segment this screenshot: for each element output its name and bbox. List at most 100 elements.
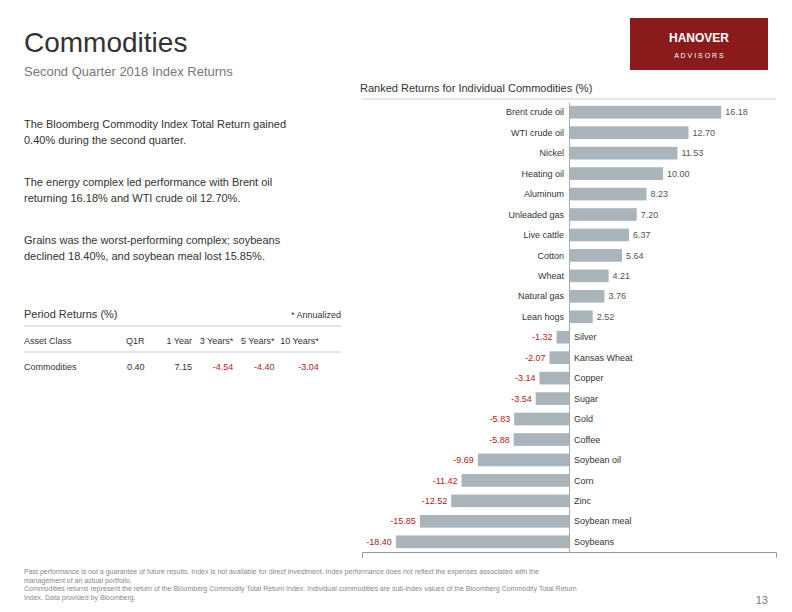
text-line: The energy complex led performance with …: [24, 176, 272, 188]
category-labels: Brent crude oil WTI crude oil Nickel Heatin…: [506, 107, 633, 547]
bar: [569, 208, 637, 221]
data-label: 12.70: [692, 128, 715, 138]
category-label: Wheat: [538, 271, 565, 281]
page-title: Commodities: [24, 27, 187, 58]
bar: [569, 188, 646, 201]
data-labels: 16.1812.7011.5310.008.237.206.375.644.21…: [366, 107, 747, 547]
category-label: Aluminum: [524, 189, 564, 199]
category-label: Heating oil: [521, 169, 564, 179]
bar: [550, 351, 569, 364]
text-line: Past performance is not a guarantee of f…: [24, 568, 539, 576]
category-label: WTI crude oil: [511, 128, 564, 138]
category-label: Soybean oil: [574, 455, 621, 465]
table-cell: -3.04: [298, 362, 319, 372]
text-line: Grains was the worst-performing complex;…: [24, 234, 281, 246]
bar: [569, 290, 604, 303]
bar: [569, 126, 688, 139]
table-cell: 7.15: [174, 362, 192, 372]
logo-text: A D V I S O R S: [674, 52, 724, 59]
category-label: Copper: [574, 373, 604, 383]
data-label: -3.14: [515, 373, 536, 383]
data-label: 11.53: [681, 148, 703, 158]
data-label: -5.88: [489, 435, 510, 445]
data-label: 8.23: [650, 189, 668, 199]
bar: [569, 270, 609, 283]
chart-title-rule: [362, 99, 776, 100]
data-label: 2.52: [597, 312, 615, 322]
bar: [514, 433, 569, 446]
table-cell: Commodities: [24, 362, 77, 372]
paragraph: The Bloomberg Commodity Index Total Retu…: [24, 118, 286, 146]
bar: [557, 331, 569, 344]
text-line: returning 16.18% and WTI crude oil 12.70…: [24, 192, 240, 204]
data-label: -5.83: [490, 414, 511, 424]
category-label: Soybeans: [574, 537, 615, 547]
category-label: Kansas Wheat: [574, 353, 633, 363]
table-header: 5 Years*: [241, 336, 275, 346]
data-label: -12.52: [422, 496, 448, 506]
category-label: Unleaded gas: [508, 210, 564, 220]
bar: [514, 413, 569, 426]
zero-axis-line: [569, 103, 570, 553]
bar: [539, 372, 569, 385]
text-line: Index. Data provided by Bloomberg.: [24, 594, 136, 602]
bar: [569, 229, 629, 242]
table-rule: [24, 326, 341, 327]
bar: [420, 515, 569, 528]
text-line: Commodities returns represent the return…: [24, 585, 577, 593]
page: CommoditiesSecond Quarter 2018 Index Ret…: [0, 0, 792, 612]
table-header: 1 Year: [166, 336, 192, 346]
data-label: -11.42: [433, 476, 458, 486]
data-label: -9.69: [453, 455, 474, 465]
category-label: Natural gas: [518, 291, 565, 301]
chart: Ranked Returns for Individual Commoditie…: [360, 82, 777, 558]
logo: HANOVERA D V I S O R S: [630, 18, 768, 70]
table-cell: 0.40: [127, 362, 145, 372]
category-label: Lean hogs: [522, 312, 565, 322]
table-rule: [24, 352, 341, 353]
category-label: Brent crude oil: [506, 107, 564, 117]
table-header: 10 Years*: [280, 336, 319, 346]
data-label: 5.64: [626, 251, 644, 261]
chart-title: Ranked Returns for Individual Commoditie…: [360, 82, 592, 94]
category-label: Silver: [574, 332, 597, 342]
data-label: 6.37: [633, 230, 651, 240]
category-label: Corn: [574, 476, 594, 486]
data-label: -2.07: [525, 353, 546, 363]
table-header: Asset Class: [24, 336, 72, 346]
category-label: Nickel: [539, 148, 564, 158]
zero-line: [569, 103, 570, 553]
table-header: 3 Years*: [200, 336, 234, 346]
table-note: * Annualized: [291, 310, 341, 320]
text-line: management of an actual portfolio.: [24, 577, 132, 585]
text-line: 0.40% during the second quarter.: [24, 134, 186, 146]
text-line: The Bloomberg Commodity Index Total Retu…: [24, 118, 286, 130]
data-label: -3.54: [511, 394, 532, 404]
table-cell: -4.40: [254, 362, 275, 372]
bar: [569, 249, 622, 262]
header: CommoditiesSecond Quarter 2018 Index Ret…: [24, 27, 233, 79]
logo-box: [630, 18, 768, 70]
category-label: Gold: [574, 414, 593, 424]
bar: [451, 495, 569, 508]
footer: Past performance is not a guarantee of f…: [24, 568, 768, 606]
category-label: Zinc: [574, 496, 592, 506]
text-line: declined 18.40%, and soybean meal lost 1…: [24, 250, 265, 262]
data-label: 10.00: [667, 169, 690, 179]
bar: [478, 454, 569, 467]
table-title: Period Returns (%): [24, 308, 118, 320]
commentary: The Bloomberg Commodity Index Total Retu…: [24, 118, 286, 262]
table-cell: -4.54: [213, 362, 234, 372]
bar: [569, 147, 677, 160]
bar: [396, 535, 569, 548]
category-label: Coffee: [574, 435, 600, 445]
bars: [396, 106, 721, 548]
x-axis: [363, 553, 777, 559]
bar: [569, 106, 721, 119]
paragraph: The energy complex led performance with …: [24, 176, 272, 204]
page-number: 13: [756, 594, 768, 606]
category-label: Cotton: [537, 251, 564, 261]
bar: [569, 310, 593, 323]
data-label: 7.20: [641, 210, 659, 220]
data-label: -15.85: [390, 516, 416, 526]
